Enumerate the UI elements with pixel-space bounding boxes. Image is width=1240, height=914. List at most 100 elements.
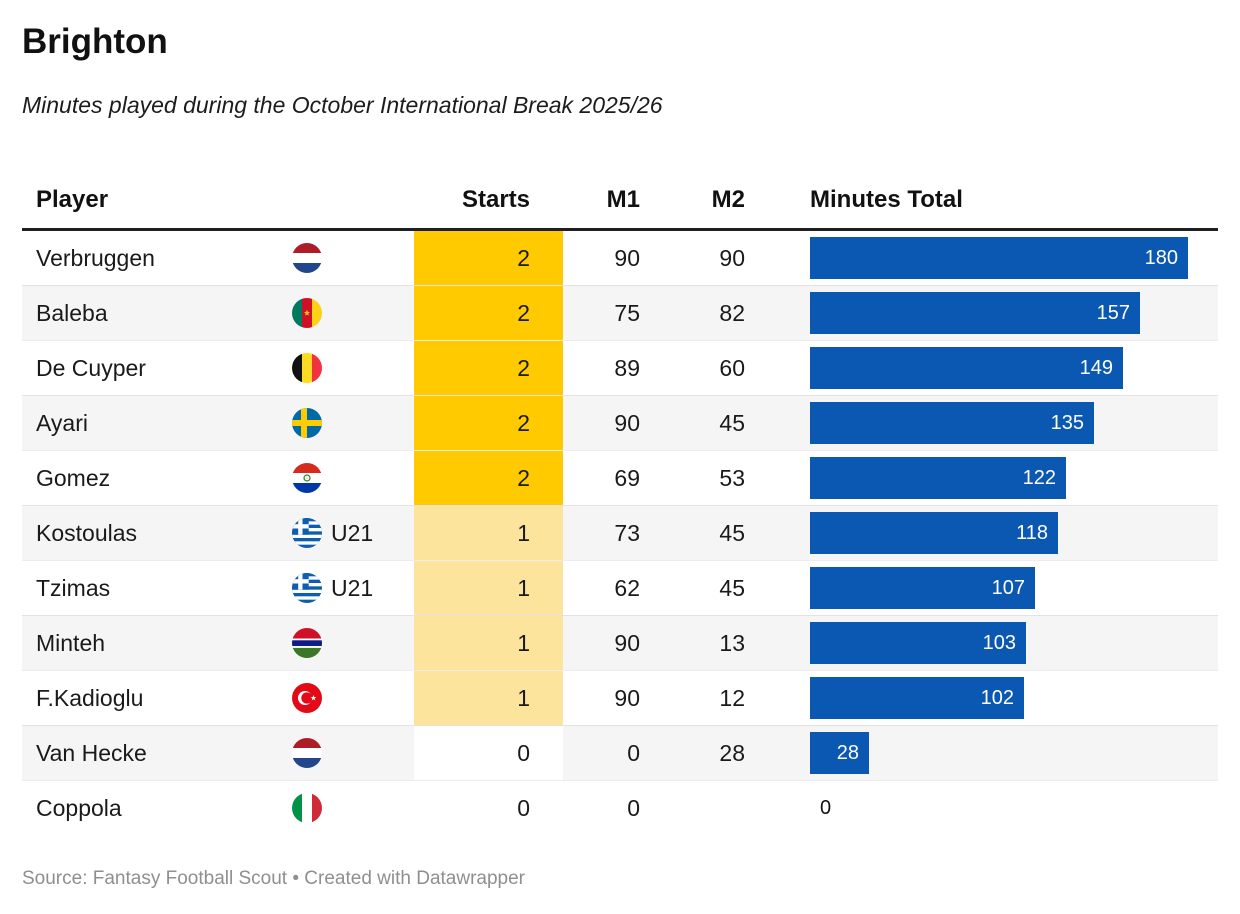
starts-cell: 1 — [414, 616, 563, 670]
m1-cell: 89 — [614, 354, 640, 381]
starts-cell: 0 — [414, 781, 563, 835]
minutes-total-cell: 102 — [765, 671, 1218, 725]
minutes-total-bar: 180 — [810, 237, 1188, 279]
player-name: Van Hecke — [36, 739, 147, 766]
table-row: Verbruggen 2 90 90 180 — [22, 231, 1218, 285]
starts-cell: 1 — [414, 561, 563, 615]
column-header-starts: Starts — [461, 186, 530, 213]
player-name: Kostoulas — [36, 519, 138, 546]
player-name: Verbruggen — [36, 244, 155, 271]
starts-cell: 0 — [414, 726, 563, 780]
column-header-m2: M2 — [711, 186, 745, 213]
player-name: Coppola — [36, 794, 122, 821]
table-row: Baleba 2 75 82 157 — [22, 285, 1218, 340]
minutes-total-cell: 180 — [765, 231, 1218, 285]
flag-paraguay-icon — [292, 451, 414, 505]
player-name: Minteh — [36, 629, 106, 656]
flag-sweden-icon — [292, 396, 414, 450]
minutes-total-cell: 107 — [765, 561, 1218, 615]
table-row: Tzimas U21 1 62 45 107 — [22, 560, 1218, 615]
m2-cell: 12 — [719, 684, 745, 711]
age-group-badge: U21 — [331, 574, 374, 601]
table-row: Van Hecke 0 0 28 28 — [22, 725, 1218, 780]
player-name: De Cuyper — [36, 354, 146, 381]
source-attribution: Source: Fantasy Football Scout • Created… — [22, 868, 526, 889]
m1-cell: 90 — [614, 409, 640, 436]
minutes-total-bar: 118 — [810, 512, 1058, 554]
m1-cell: 73 — [614, 519, 640, 546]
minutes-table: Player Starts M1 M2 Minutes Total Verbru… — [22, 172, 1218, 835]
flag-belgium-icon — [292, 341, 414, 395]
m2-cell — [660, 781, 765, 835]
starts-cell: 2 — [414, 286, 563, 340]
table-body: Verbruggen 2 90 90 180 Baleba 2 75 82 157 De Cuype… — [22, 231, 1218, 835]
m1-cell: 0 — [627, 739, 640, 766]
flag-turkey-icon — [292, 671, 414, 725]
player-name: F.Kadioglu — [36, 684, 144, 711]
starts-cell: 1 — [414, 506, 563, 560]
m2-cell: 82 — [719, 299, 745, 326]
minutes-total-bar: 28 — [810, 732, 869, 774]
m1-cell: 90 — [614, 684, 640, 711]
table-row: Minteh 1 90 13 103 — [22, 615, 1218, 670]
player-name: Baleba — [36, 299, 108, 326]
minutes-total-bar: 102 — [810, 677, 1024, 719]
m1-cell: 62 — [614, 574, 640, 601]
minutes-total-bar: 135 — [810, 402, 1094, 444]
table-row: De Cuyper 2 89 60 149 — [22, 340, 1218, 395]
m2-cell: 45 — [719, 574, 745, 601]
m2-cell: 53 — [719, 464, 745, 491]
player-name: Gomez — [36, 464, 111, 491]
m2-cell: 28 — [719, 739, 745, 766]
table-row: Kostoulas U21 1 73 45 118 — [22, 505, 1218, 560]
starts-cell: 2 — [414, 396, 563, 450]
flag-greece-icon: U21 — [292, 561, 414, 615]
minutes-total-cell: 122 — [765, 451, 1218, 505]
minutes-total-zero-label: 0 — [820, 796, 832, 819]
page-subtitle: Minutes played during the October Intern… — [22, 92, 663, 118]
flag-gambia-icon — [292, 616, 414, 670]
minutes-total-cell: 118 — [765, 506, 1218, 560]
minutes-total-cell: 135 — [765, 396, 1218, 450]
flag-netherlands-icon — [292, 231, 414, 285]
starts-cell: 1 — [414, 671, 563, 725]
table-row: F.Kadioglu 1 90 12 102 — [22, 670, 1218, 725]
flag-cameroon-icon — [292, 286, 414, 340]
starts-cell: 2 — [414, 341, 563, 395]
m1-cell: 90 — [614, 244, 640, 271]
m1-cell: 0 — [627, 794, 640, 821]
column-header-flag-spacer — [292, 172, 414, 228]
minutes-total-cell: 103 — [765, 616, 1218, 670]
m2-cell: 60 — [719, 354, 745, 381]
minutes-total-bar: 157 — [810, 292, 1140, 334]
minutes-total-cell: 0 — [765, 781, 1218, 835]
minutes-total-cell: 149 — [765, 341, 1218, 395]
minutes-total-bar: 107 — [810, 567, 1035, 609]
table-header-row: Player Starts M1 M2 Minutes Total — [22, 172, 1218, 231]
table-row: Gomez 2 69 53 122 — [22, 450, 1218, 505]
column-header-m1: M1 — [606, 186, 640, 213]
starts-cell: 2 — [414, 231, 563, 285]
m2-cell: 90 — [719, 244, 745, 271]
minutes-total-cell: 28 — [765, 726, 1218, 780]
m2-cell: 45 — [719, 409, 745, 436]
player-name: Tzimas — [36, 574, 111, 601]
minutes-total-bar: 103 — [810, 622, 1026, 664]
m1-cell: 69 — [614, 464, 640, 491]
m1-cell: 75 — [614, 299, 640, 326]
column-header-minutes-total: Minutes Total — [810, 186, 963, 213]
page-title: Brighton — [22, 22, 168, 61]
m1-cell: 90 — [614, 629, 640, 656]
flag-greece-icon: U21 — [292, 506, 414, 560]
minutes-total-bar: 149 — [810, 347, 1123, 389]
flag-italy-icon — [292, 781, 414, 835]
column-header-player: Player — [36, 186, 109, 213]
m2-cell: 45 — [719, 519, 745, 546]
starts-cell: 2 — [414, 451, 563, 505]
age-group-badge: U21 — [331, 519, 374, 546]
table-row: Ayari 2 90 45 135 — [22, 395, 1218, 450]
m2-cell: 13 — [719, 629, 745, 656]
flag-netherlands-icon — [292, 726, 414, 780]
minutes-total-cell: 157 — [765, 286, 1218, 340]
table-row: Coppola 0 0 0 — [22, 780, 1218, 835]
